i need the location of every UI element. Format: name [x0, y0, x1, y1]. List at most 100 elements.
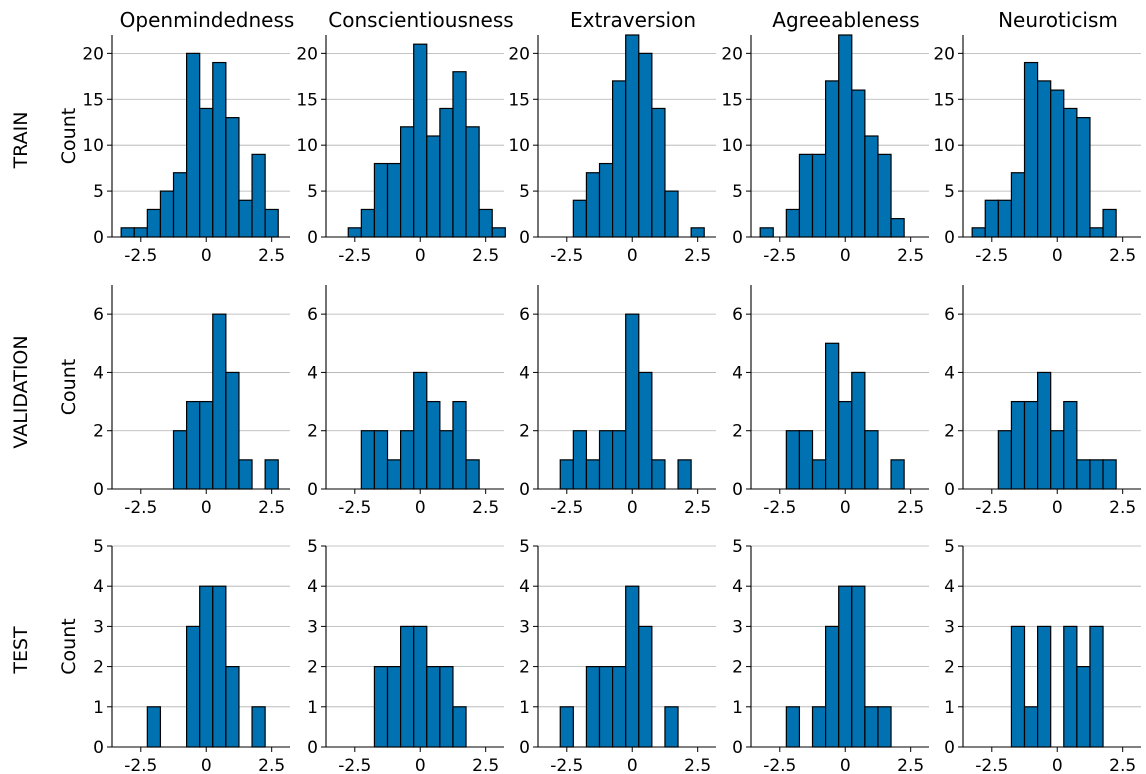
- y-tick-label: 6: [732, 305, 743, 325]
- x-tick-label: 0: [840, 498, 851, 518]
- x-ticks: -2.5 0 2.5: [763, 237, 924, 266]
- histogram-bar: [238, 199, 253, 238]
- histogram-bar: [785, 430, 801, 490]
- x-tick-label: 0: [201, 246, 212, 266]
- y-tick-label: 0: [944, 228, 955, 248]
- panel-train-neuroticism: 0 5 10 15 20 -2.5 0 2.5: [933, 35, 1141, 266]
- panel-validation-openmindedness: 0 2 4 6 -2.5 0 2.5 Count: [58, 285, 290, 518]
- y-tick-label: 0: [307, 228, 318, 248]
- y-ticks: 0 1 2 3 4 5: [944, 537, 963, 758]
- y-tick-label: 0: [732, 738, 743, 758]
- x-ticks: -2.5 0 2.5: [975, 237, 1136, 266]
- histogram-bar: [651, 459, 666, 490]
- y-tick-label: 2: [732, 658, 743, 678]
- y-tick-label: 0: [93, 480, 104, 500]
- x-ticks: -2.5 0 2.5: [763, 489, 924, 518]
- histogram-bar: [186, 52, 201, 238]
- histogram-bar: [1089, 625, 1104, 748]
- histogram-bar: [811, 459, 827, 490]
- histogram-bar: [186, 400, 201, 490]
- histogram-bar: [465, 459, 480, 490]
- y-tick-label: 3: [732, 617, 743, 637]
- histogram-bar: [785, 706, 801, 748]
- histogram-bar: [360, 430, 376, 490]
- x-tick-label: -2.5: [550, 246, 583, 266]
- x-tick-label: 0: [840, 756, 851, 774]
- histogram-bar: [798, 430, 814, 490]
- y-ticks: 0 2 4 6: [307, 305, 326, 500]
- y-tick-label: 2: [519, 658, 530, 678]
- histogram-bars: [759, 34, 905, 238]
- y-tick-label: 10: [508, 136, 530, 156]
- histogram-bar: [386, 459, 402, 490]
- histogram-bar: [159, 190, 175, 238]
- histogram-bar: [864, 135, 879, 238]
- histogram-bar: [1010, 625, 1026, 748]
- y-tick-label: 1: [732, 698, 743, 718]
- y-tick-label: 1: [519, 698, 530, 718]
- panel-validation-neuroticism: 0 2 4 6 -2.5 0 2.5: [944, 285, 1141, 518]
- y-tick-label: 0: [307, 738, 318, 758]
- y-tick-label: 5: [519, 182, 530, 202]
- x-tick-label: -2.5: [124, 498, 157, 518]
- row-label-test: TEST: [10, 626, 32, 675]
- y-tick-label: 5: [944, 182, 955, 202]
- histogram-bar: [825, 342, 840, 490]
- histogram-bar: [386, 665, 402, 748]
- y-tick-label: 4: [93, 363, 104, 383]
- x-tick-label: 2.5: [897, 756, 924, 774]
- y-tick-label: 20: [933, 44, 955, 64]
- histogram-bar: [199, 585, 214, 748]
- histogram-bar: [997, 199, 1013, 238]
- histogram-bar: [199, 107, 214, 238]
- y-axis-label: Count: [58, 359, 80, 415]
- panel-validation-extraversion: 0 2 4 6 -2.5 0 2.5: [519, 285, 716, 518]
- histogram-bar: [585, 665, 601, 748]
- y-tick-label: 3: [93, 617, 104, 637]
- histogram-bar: [559, 459, 574, 490]
- x-tick-label: 2.5: [897, 498, 924, 518]
- y-tick-label: 20: [721, 44, 743, 64]
- row-label-train: TRAIN: [10, 112, 32, 170]
- histogram-bar: [825, 625, 840, 748]
- x-tick-label: -2.5: [550, 756, 583, 774]
- x-ticks: -2.5 0 2.5: [550, 489, 711, 518]
- col-title-agreeableness: Agreeableness: [772, 8, 919, 32]
- y-ticks: 0 2 4 6: [93, 305, 112, 500]
- x-ticks: -2.5 0 2.5: [763, 747, 924, 774]
- histogram-bar: [798, 153, 814, 238]
- histogram-bars: [347, 43, 506, 238]
- histogram-bar: [598, 665, 614, 748]
- x-tick-label: -2.5: [975, 756, 1008, 774]
- histogram-bars: [997, 371, 1117, 490]
- x-tick-label: -2.5: [763, 246, 796, 266]
- histogram-bar: [1102, 208, 1117, 238]
- histogram-bar: [251, 153, 266, 238]
- panel-validation-agreeableness: 0 2 4 6 -2.5 0 2.5: [732, 285, 929, 518]
- histogram-bar: [386, 162, 402, 238]
- histogram-bar: [347, 227, 362, 238]
- y-tick-label: 2: [944, 658, 955, 678]
- histogram-bar: [890, 459, 905, 490]
- histogram-bar: [225, 371, 240, 490]
- histogram-bar: [172, 430, 188, 490]
- col-title-extraversion: Extraversion: [570, 8, 696, 32]
- x-tick-label: -2.5: [338, 498, 371, 518]
- x-tick-label: 2.5: [1109, 756, 1136, 774]
- histogram-bar: [638, 625, 653, 748]
- histogram-bar: [225, 665, 240, 748]
- y-gridlines: [963, 545, 1141, 708]
- histogram-bar: [559, 706, 574, 748]
- histogram-bars: [559, 313, 692, 490]
- x-tick-label: 2.5: [1109, 246, 1136, 266]
- histogram-bar: [426, 400, 441, 490]
- histogram-bars: [971, 61, 1117, 238]
- histogram-bar: [1037, 371, 1052, 490]
- y-ticks: 0 1 2 3 4 5: [93, 537, 112, 758]
- x-tick-label: 0: [1052, 756, 1063, 774]
- y-tick-label: 3: [307, 617, 318, 637]
- x-tick-label: 2.5: [472, 756, 499, 774]
- y-tick-label: 5: [93, 537, 104, 557]
- x-tick-label: 0: [627, 756, 638, 774]
